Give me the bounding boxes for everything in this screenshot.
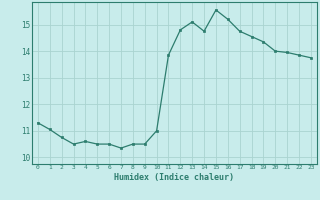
X-axis label: Humidex (Indice chaleur): Humidex (Indice chaleur) <box>115 173 234 182</box>
